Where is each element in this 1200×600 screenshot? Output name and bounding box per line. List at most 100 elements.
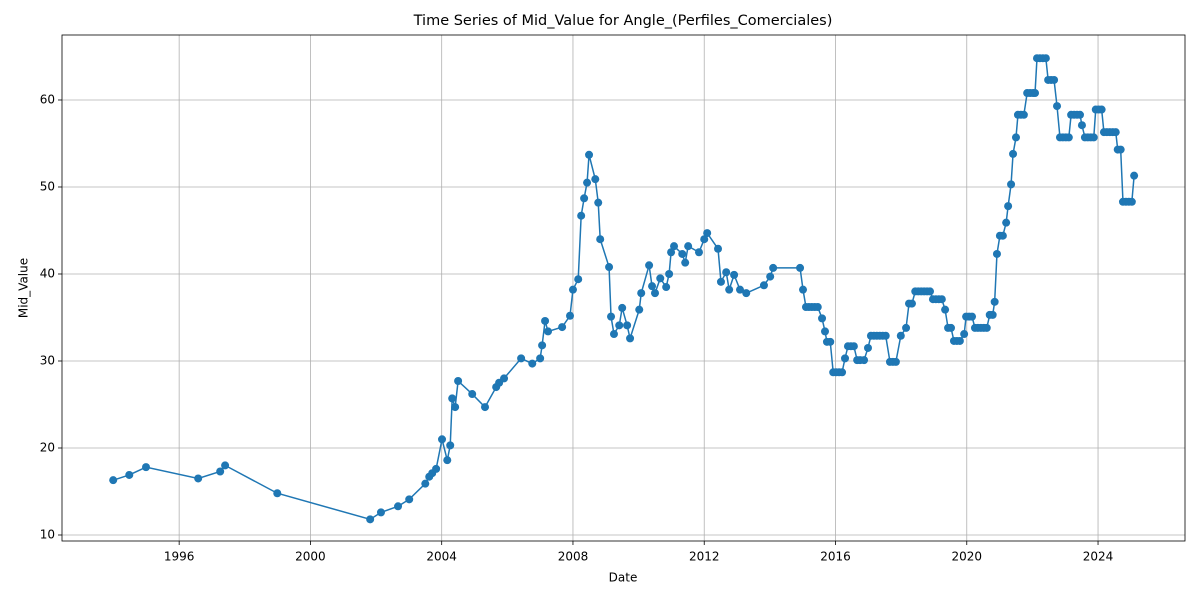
data-point — [968, 312, 977, 321]
data-point — [577, 211, 586, 220]
data-point — [544, 327, 553, 336]
data-point — [818, 314, 827, 323]
data-point — [651, 289, 660, 298]
data-point — [937, 295, 946, 304]
data-point — [665, 269, 674, 278]
data-point — [1077, 121, 1086, 130]
data-point — [536, 354, 545, 363]
data-point — [826, 337, 835, 346]
data-point — [736, 285, 745, 294]
data-point — [648, 282, 657, 291]
data-point — [500, 374, 509, 383]
data-point — [454, 377, 463, 386]
y-tick-label: 10 — [40, 527, 55, 541]
data-point — [448, 394, 457, 403]
data-point — [926, 287, 935, 296]
data-point — [645, 261, 654, 270]
data-point — [635, 305, 644, 314]
data-point — [1089, 133, 1098, 142]
y-axis-label: Mid_Value — [17, 258, 31, 318]
data-point — [568, 285, 577, 294]
data-point — [759, 281, 768, 290]
data-point — [1116, 145, 1125, 154]
data-point — [1011, 133, 1020, 142]
data-point — [142, 463, 151, 472]
data-point — [618, 303, 627, 312]
data-point — [988, 310, 997, 319]
data-point — [891, 357, 900, 366]
chart-title: Time Series of Mid_Value for Angle_(Perf… — [413, 13, 833, 29]
data-point — [1075, 110, 1084, 119]
data-point — [405, 495, 414, 504]
data-point — [670, 242, 679, 251]
data-line — [112, 57, 1135, 521]
data-point — [1053, 102, 1062, 111]
data-point — [896, 331, 905, 340]
data-point — [1009, 149, 1018, 158]
data-point — [730, 270, 739, 279]
data-point — [1002, 218, 1011, 227]
data-point — [1007, 180, 1016, 189]
x-tick-label: 1996 — [164, 550, 195, 564]
data-point — [947, 323, 956, 332]
data-point — [998, 231, 1007, 240]
data-point — [607, 312, 616, 321]
data-point — [574, 275, 583, 284]
data-point — [860, 356, 869, 365]
data-point — [446, 441, 455, 450]
data-point — [566, 311, 575, 320]
data-point — [813, 303, 822, 312]
data-point — [109, 476, 118, 485]
data-point — [376, 508, 385, 517]
data-point — [366, 515, 375, 524]
data-point — [517, 354, 526, 363]
data-point — [468, 390, 477, 399]
data-point — [273, 489, 282, 498]
data-point — [591, 175, 600, 184]
data-point — [769, 263, 778, 272]
data-point — [863, 343, 872, 352]
y-tick-label: 50 — [40, 179, 55, 193]
data-point — [902, 323, 911, 332]
plot-frame — [61, 34, 1186, 542]
x-axis-label: Date — [609, 571, 638, 585]
data-point — [583, 178, 592, 187]
data-point — [881, 331, 890, 340]
data-point — [1050, 75, 1059, 84]
data-point — [656, 274, 665, 283]
x-tick-label: 2016 — [820, 550, 851, 564]
data-point — [960, 330, 969, 339]
data-point — [703, 229, 712, 238]
data-point — [594, 198, 603, 207]
data-point — [725, 285, 734, 294]
x-tick-label: 2024 — [1083, 550, 1114, 564]
data-point — [1111, 128, 1120, 137]
data-point — [637, 289, 646, 298]
data-point — [820, 327, 829, 336]
data-point — [421, 479, 430, 488]
data-point — [941, 305, 950, 314]
data-point — [1097, 105, 1106, 114]
data-point — [742, 289, 751, 298]
data-point — [662, 283, 671, 292]
data-point — [1041, 54, 1050, 63]
data-point — [216, 467, 225, 476]
data-point — [194, 474, 203, 483]
data-point — [451, 403, 460, 412]
data-point — [623, 321, 632, 330]
x-tick-label: 2004 — [426, 550, 457, 564]
x-tick-label: 2008 — [558, 550, 589, 564]
y-tick-label: 40 — [40, 266, 55, 280]
x-tick-label: 2000 — [295, 550, 326, 564]
data-point — [481, 403, 490, 412]
y-tick-label: 20 — [40, 440, 55, 454]
data-point — [432, 464, 441, 473]
data-point — [605, 263, 614, 272]
data-point — [722, 268, 731, 277]
data-point — [684, 242, 693, 251]
data-point — [992, 249, 1001, 258]
data-point — [799, 285, 808, 294]
data-point — [849, 342, 858, 351]
data-point — [1031, 89, 1040, 98]
data-point — [615, 321, 624, 330]
